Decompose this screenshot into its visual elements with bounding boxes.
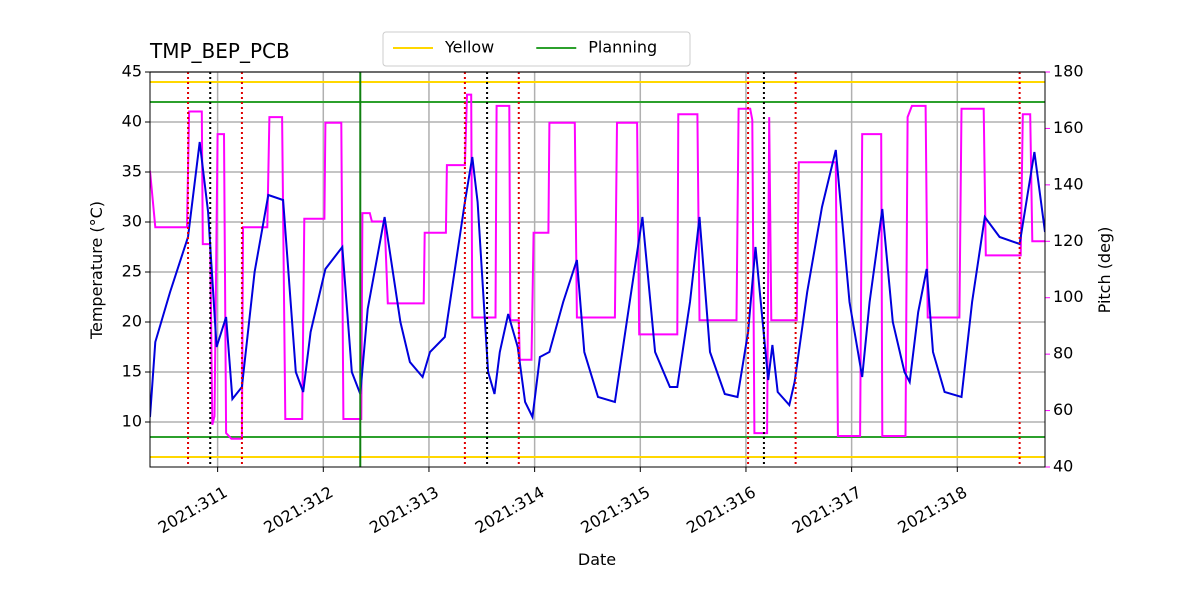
y-tick-label: 30: [122, 212, 142, 231]
x-axis-label: Date: [578, 550, 616, 569]
y-tick-label: 25: [122, 262, 142, 281]
y2-tick-label: 180: [1053, 62, 1084, 81]
y2-tick-label: 80: [1053, 344, 1073, 363]
y2-tick-label: 40: [1053, 457, 1073, 476]
y-tick-label: 45: [122, 62, 142, 81]
y-tick-label: 10: [122, 412, 142, 431]
y-tick-label: 15: [122, 362, 142, 381]
y-axis-label: Temperature (°C): [87, 201, 106, 340]
y-tick-label: 20: [122, 312, 142, 331]
plot-frame: [149, 71, 1046, 468]
y2-axis-label: Pitch (deg): [1095, 227, 1114, 314]
y2-tick-label: 140: [1053, 174, 1084, 193]
y-tick-label: 40: [122, 112, 142, 131]
series-line: [150, 141, 1045, 421]
y2-tick-label: 60: [1053, 400, 1073, 419]
y2-tick-label: 120: [1053, 231, 1084, 250]
chart-title: TMP_BEP_PCB: [149, 39, 290, 63]
y-tick-label: 35: [122, 162, 142, 181]
legend-label: Yellow: [444, 38, 494, 57]
legend-label: Planning: [588, 38, 657, 57]
y2-tick-label: 160: [1053, 118, 1084, 137]
y2-tick-label: 100: [1053, 287, 1084, 306]
